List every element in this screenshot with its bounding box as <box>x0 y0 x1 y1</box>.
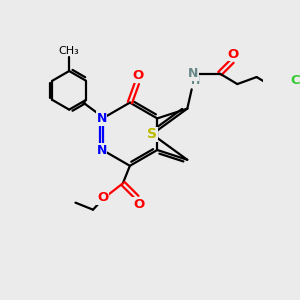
Text: O: O <box>227 48 239 61</box>
Text: N: N <box>97 143 107 157</box>
Text: Cl: Cl <box>291 74 300 87</box>
Text: O: O <box>133 198 144 211</box>
Text: CH₃: CH₃ <box>59 46 80 56</box>
Text: S: S <box>147 127 157 141</box>
Text: O: O <box>132 69 143 82</box>
Text: O: O <box>97 191 108 204</box>
Text: H: H <box>190 76 200 86</box>
Text: N: N <box>188 67 199 80</box>
Text: N: N <box>97 112 107 125</box>
